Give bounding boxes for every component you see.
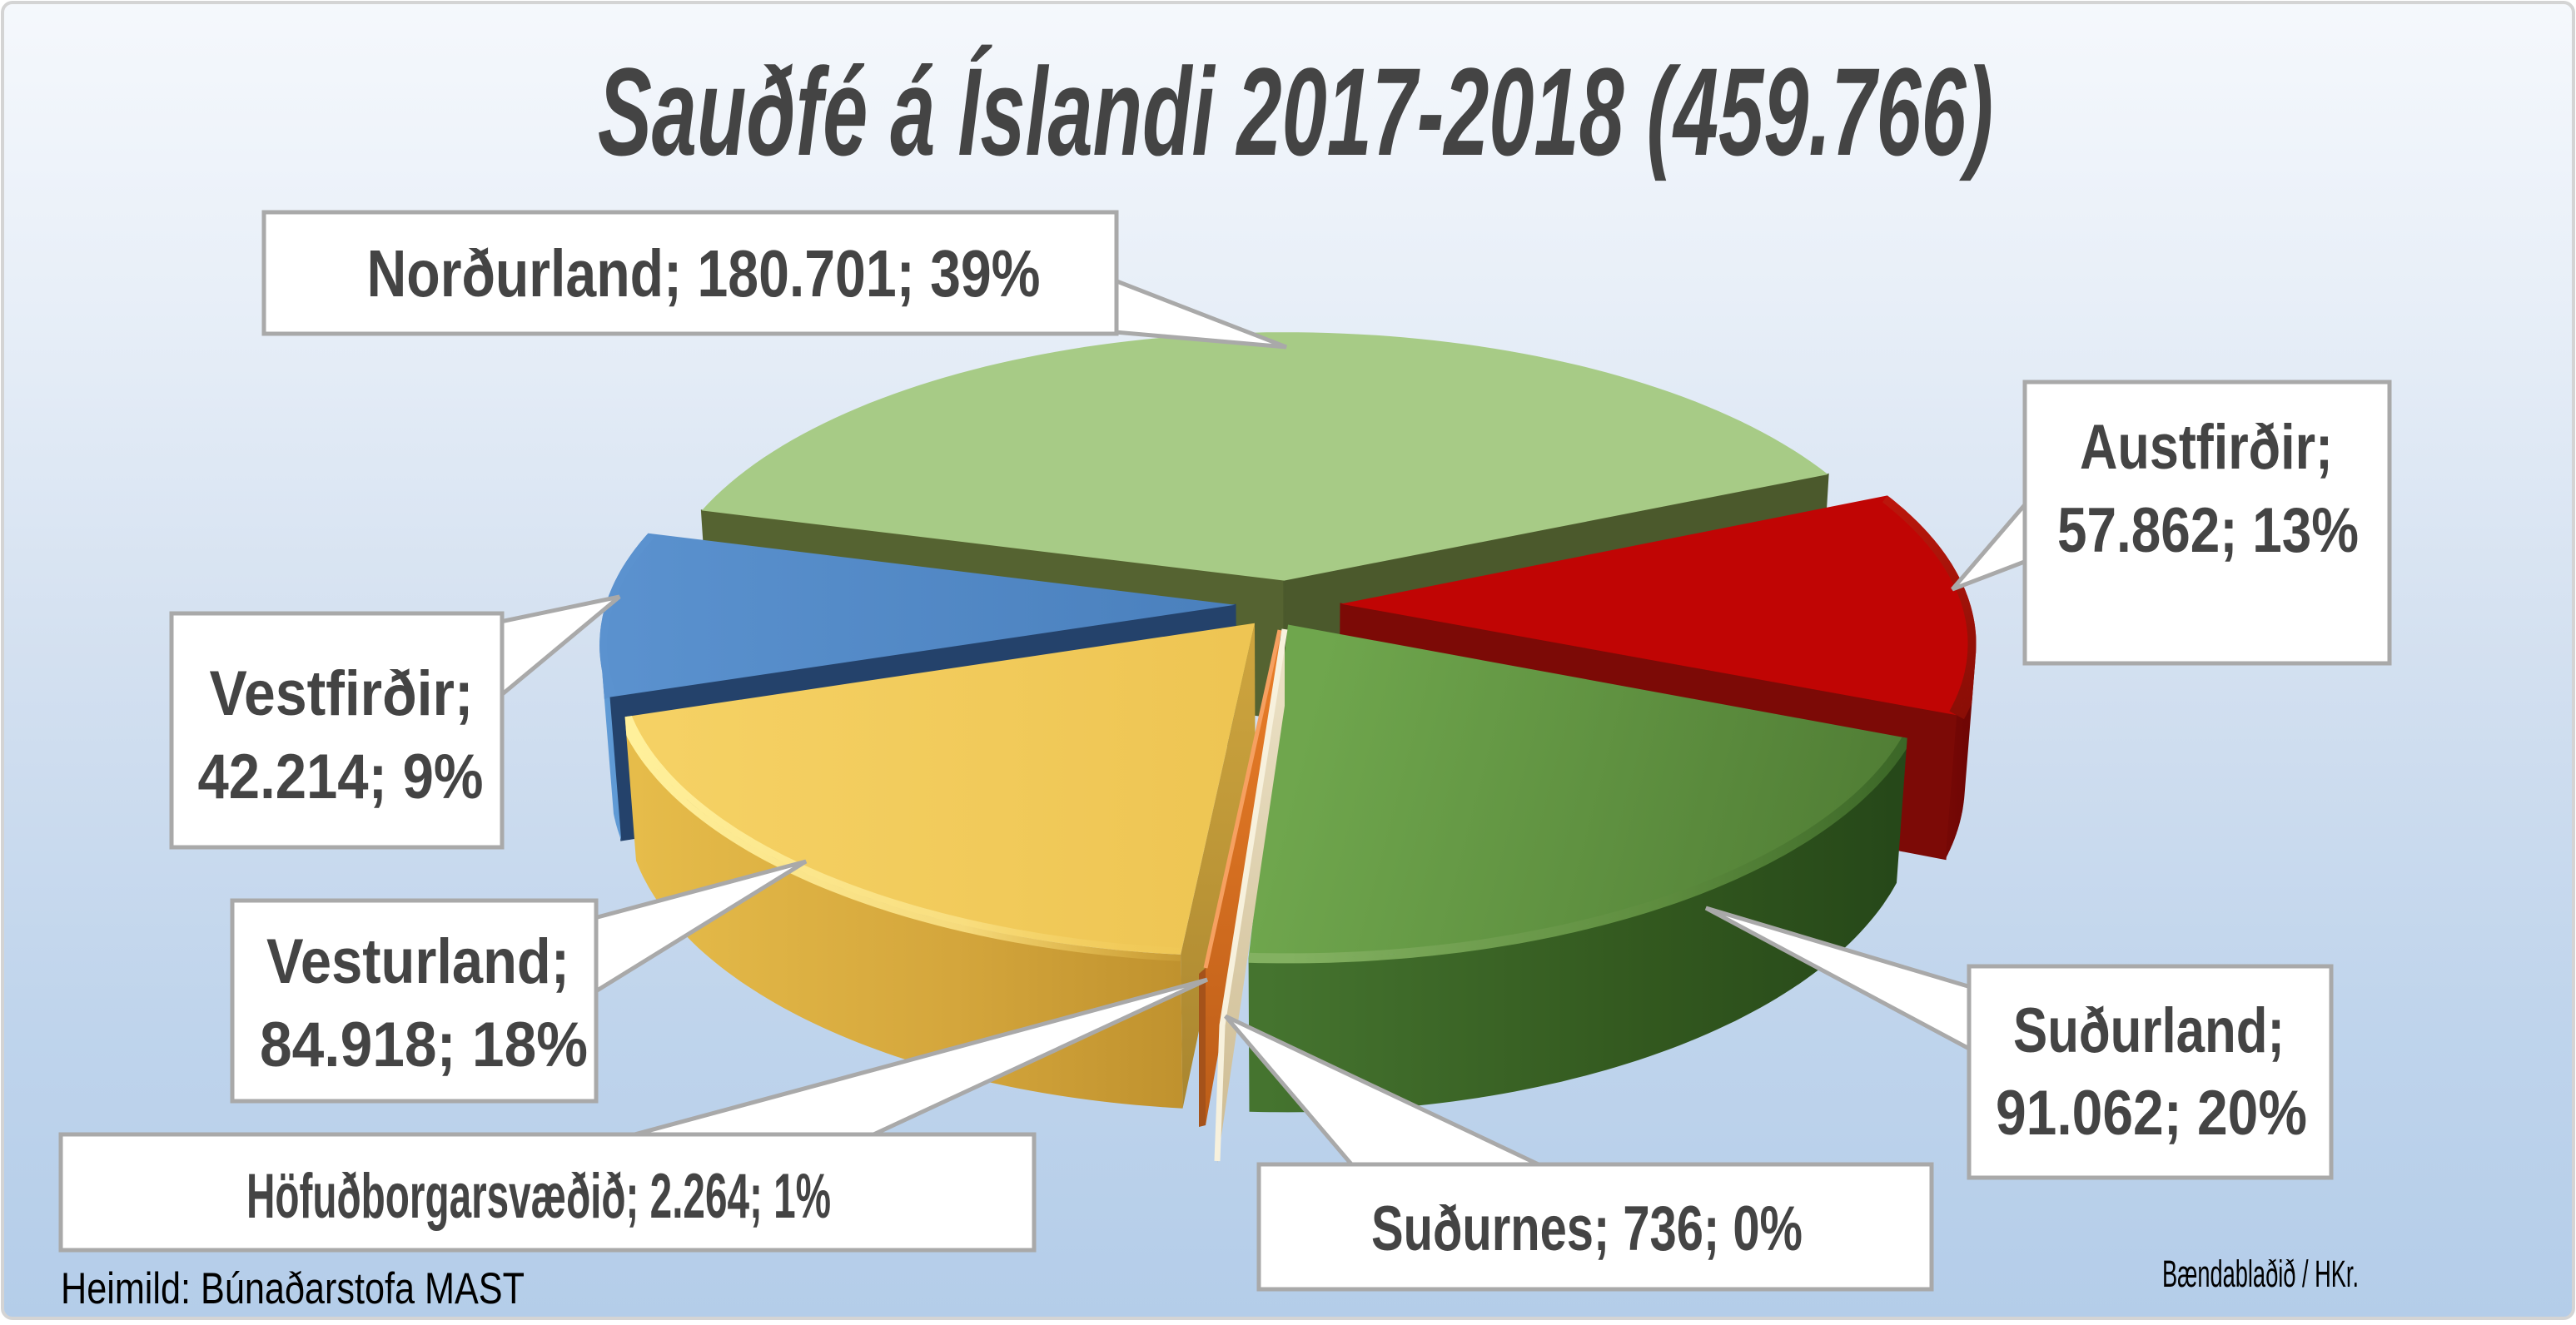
svg-text:91.062; 20%: 91.062; 20% xyxy=(1996,1078,2307,1149)
svg-text:Heimild: Búnaðarstofa MAST: Heimild: Búnaðarstofa MAST xyxy=(61,1264,525,1313)
svg-text:Suðurnes; 736; 0%: Suðurnes; 736; 0% xyxy=(1371,1193,1803,1264)
svg-text:Norðurland; 180.701; 39%: Norðurland; 180.701; 39% xyxy=(367,236,1041,310)
svg-text:42.214; 9%: 42.214; 9% xyxy=(198,742,484,812)
svg-text:84.918; 18%: 84.918; 18% xyxy=(260,1010,588,1080)
svg-text:Bændablaðið / HKr.: Bændablaðið / HKr. xyxy=(2162,1253,2359,1295)
svg-text:Höfuðborgarsvæðið; 2.264; 1%: Höfuðborgarsvæðið; 2.264; 1% xyxy=(246,1161,831,1232)
svg-text:Vestfirðir;: Vestfirðir; xyxy=(210,658,474,729)
svg-text:Sauðfé á Íslandi 2017-2018 (45: Sauðfé á Íslandi 2017-2018 (459.766) xyxy=(598,42,1993,181)
svg-text:Suðurland;: Suðurland; xyxy=(2013,995,2285,1066)
svg-text:57.862; 13%: 57.862; 13% xyxy=(2057,495,2359,566)
svg-text:Austfirðir;: Austfirðir; xyxy=(2080,412,2333,483)
svg-text:Vesturland;: Vesturland; xyxy=(266,926,569,997)
